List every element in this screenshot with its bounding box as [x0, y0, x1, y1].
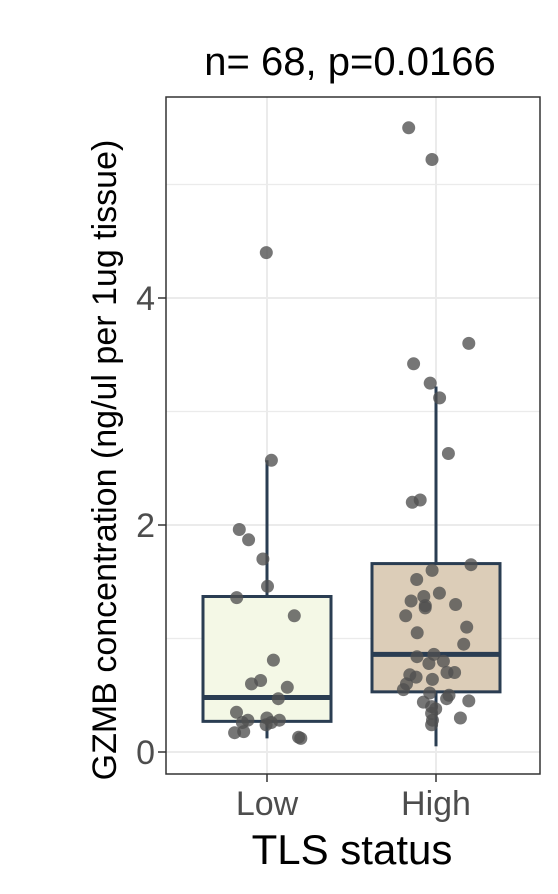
data-point — [402, 121, 416, 135]
data-point — [404, 594, 418, 608]
data-point — [436, 654, 450, 668]
chart-title: n= 68, p=0.0166 — [204, 40, 495, 84]
data-point — [440, 666, 454, 679]
y-axis-title: GZMB concentration (ng/ul per 1ug tissue… — [86, 140, 124, 781]
data-point — [405, 495, 419, 509]
data-point — [280, 680, 294, 694]
data-point — [259, 718, 273, 732]
data-point — [287, 609, 301, 623]
y-tick-label: 4 — [136, 280, 155, 318]
data-point — [457, 637, 471, 651]
box-high — [370, 562, 502, 694]
data-point — [230, 591, 244, 605]
data-point — [433, 391, 447, 405]
x-tick-label: Low — [236, 785, 299, 823]
data-point — [423, 376, 437, 390]
y-tick-label: 2 — [136, 507, 155, 545]
data-point — [396, 683, 410, 697]
data-point — [245, 677, 258, 691]
plot-panel-border — [165, 96, 541, 775]
data-point — [425, 718, 439, 732]
data-point — [409, 670, 423, 684]
y-tick-label: 0 — [136, 734, 155, 772]
data-point — [425, 153, 439, 166]
points-layer — [228, 121, 478, 745]
data-point — [410, 573, 424, 586]
data-point — [425, 563, 439, 577]
data-point — [422, 657, 436, 670]
data-point — [256, 552, 270, 566]
data-point — [410, 650, 424, 664]
data-point — [242, 533, 256, 547]
data-point — [432, 586, 446, 600]
data-point — [425, 672, 439, 686]
data-point — [453, 711, 467, 725]
data-point — [462, 336, 476, 350]
data-point — [423, 686, 437, 700]
x-axis-title: TLS status — [252, 826, 453, 873]
data-point — [441, 447, 455, 460]
data-point — [440, 692, 454, 706]
data-point — [407, 357, 421, 371]
data-point — [460, 620, 474, 634]
x-axis: Low High — [236, 774, 471, 823]
data-point — [271, 692, 285, 706]
box-low — [201, 595, 333, 723]
data-point — [266, 653, 280, 667]
data-point — [230, 705, 243, 719]
x-tick-label: High — [401, 785, 471, 823]
data-point — [449, 598, 463, 611]
data-point — [418, 601, 432, 615]
data-point — [259, 246, 273, 260]
data-point — [464, 558, 478, 572]
data-point — [261, 579, 274, 593]
y-axis: 0 2 4 — [136, 280, 166, 772]
data-point — [232, 523, 246, 536]
data-point — [399, 609, 413, 623]
data-point — [228, 726, 242, 740]
data-point — [294, 731, 308, 745]
data-point — [410, 626, 424, 640]
data-point — [264, 453, 278, 467]
data-point — [462, 694, 476, 708]
